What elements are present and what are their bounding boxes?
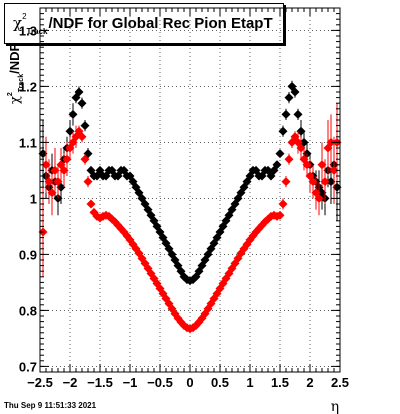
data-point: [296, 143, 306, 153]
data-point: [308, 177, 318, 187]
y-label-symbol: χ: [8, 96, 23, 104]
data-point: [59, 165, 69, 175]
x-tick-label: −2: [63, 375, 78, 390]
data-point: [83, 177, 93, 187]
x-tick-label: −2.5: [27, 375, 53, 390]
y-label-subscript: Track: [18, 74, 25, 92]
y-tick-label: 0.9: [19, 247, 37, 262]
data-point: [77, 98, 87, 108]
grid-lines: [40, 8, 340, 372]
data-point: [77, 132, 87, 142]
y-tick-label: 1: [30, 191, 37, 206]
title-chi-symbol: χ: [13, 14, 23, 32]
data-point: [278, 199, 288, 209]
axis-ticks: −2.5 −2 −1.5 −1 −0.5 0 0.5 1 1.5 2 2.5 0.7 0.8 0.9 1 1.…: [19, 8, 349, 390]
y-tick-label: 1.1: [19, 135, 37, 150]
x-tick-label: 1: [246, 375, 253, 390]
data-point: [74, 87, 84, 97]
series-black: [38, 80, 342, 286]
data-point: [275, 149, 285, 159]
data-point: [53, 177, 63, 187]
data-point: [50, 165, 60, 175]
data-point: [47, 188, 57, 198]
title-rest: /NDF for Global Rec Pion EtapT: [48, 15, 273, 32]
data-point: [296, 126, 306, 136]
x-tick-label: −0.5: [147, 375, 173, 390]
series-red: [38, 103, 342, 334]
data-point: [86, 199, 96, 209]
data-point: [314, 193, 324, 203]
x-tick-label: −1.5: [87, 375, 113, 390]
x-tick-label: 2.5: [331, 375, 349, 390]
data-point: [284, 154, 294, 164]
plot-frame: [39, 7, 341, 373]
x-tick-label: 0: [186, 375, 193, 390]
x-tick-label: 1.5: [271, 375, 289, 390]
data-point: [65, 126, 75, 136]
data-point: [302, 160, 312, 170]
data-point: [326, 177, 336, 187]
data-point: [320, 177, 330, 187]
y-tick-label: 0.8: [19, 303, 37, 318]
data-point: [62, 154, 72, 164]
y-tick-label: 1.3: [19, 23, 37, 38]
x-axis-label: η: [331, 399, 339, 414]
data-point: [44, 177, 54, 187]
title-subscript: Track: [26, 27, 48, 36]
data-point: [275, 210, 285, 220]
data-series: [38, 80, 342, 334]
chart-title: χ2 Track/NDF for Global Rec Pion EtapT: [13, 12, 273, 36]
x-tick-label: −1: [123, 375, 138, 390]
data-point: [68, 109, 78, 119]
x-tick-label: 2: [306, 375, 313, 390]
x-tick-label: 0.5: [211, 375, 229, 390]
data-point: [281, 177, 291, 187]
y-label-rest: /NDF: [7, 44, 22, 74]
data-point: [80, 121, 90, 131]
data-point: [278, 126, 288, 136]
data-point: [272, 160, 282, 170]
y-tick-label: 0.7: [19, 359, 37, 374]
title-superscript: 2: [22, 12, 27, 21]
data-point: [317, 160, 327, 170]
svg-text:χ2Track/NDF: χ2 Track/NDF: [7, 44, 25, 104]
timestamp: Thu Sep 9 11:51:33 2021: [4, 401, 97, 410]
data-point: [329, 165, 339, 175]
data-point: [293, 109, 303, 119]
y-axis-label: χ2 Track/NDF: [7, 44, 25, 104]
y-tick-label: 1.2: [19, 79, 37, 94]
data-point: [290, 87, 300, 97]
data-point: [41, 160, 51, 170]
y-label-superscript: 2: [7, 92, 14, 96]
data-point: [80, 154, 90, 164]
data-point: [284, 93, 294, 103]
chart-title-box: χ2 Track/NDF for Global Rec Pion EtapT: [4, 3, 284, 44]
data-point: [281, 109, 291, 119]
